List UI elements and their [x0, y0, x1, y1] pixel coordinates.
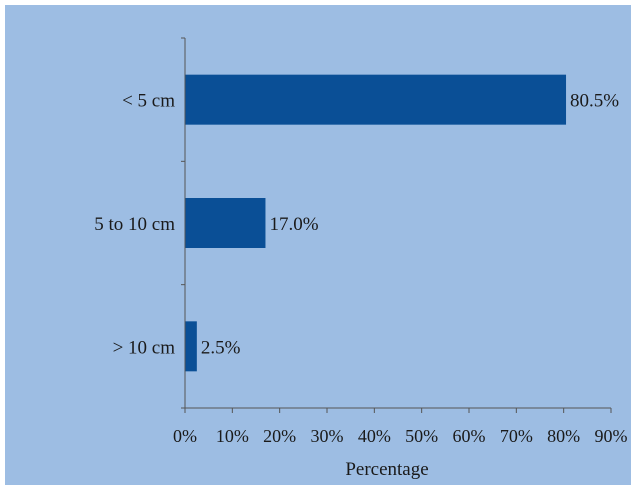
x-tick-label: 40%	[358, 426, 391, 446]
x-tick-label: 60%	[453, 426, 486, 446]
value-label: 2.5%	[201, 337, 241, 358]
x-tick-label: 0%	[173, 426, 197, 446]
bar	[185, 198, 266, 248]
x-tick-label: 20%	[263, 426, 296, 446]
category-label: < 5 cm	[122, 91, 175, 112]
x-tick-label: 30%	[311, 426, 344, 446]
x-tick-label: 10%	[216, 426, 249, 446]
value-label: 80.5%	[570, 91, 619, 112]
bar	[185, 74, 567, 125]
x-tick-label: 70%	[500, 426, 533, 446]
x-tick-label: 80%	[547, 426, 580, 446]
value-label: 17.0%	[269, 214, 318, 235]
category-label: 5 to 10 cm	[94, 214, 175, 235]
category-label: > 10 cm	[113, 337, 176, 358]
bar	[185, 321, 197, 372]
x-tick-label: 90%	[595, 426, 628, 446]
x-axis-title: Percentage	[345, 459, 428, 480]
x-tick-label: 50%	[405, 426, 438, 446]
